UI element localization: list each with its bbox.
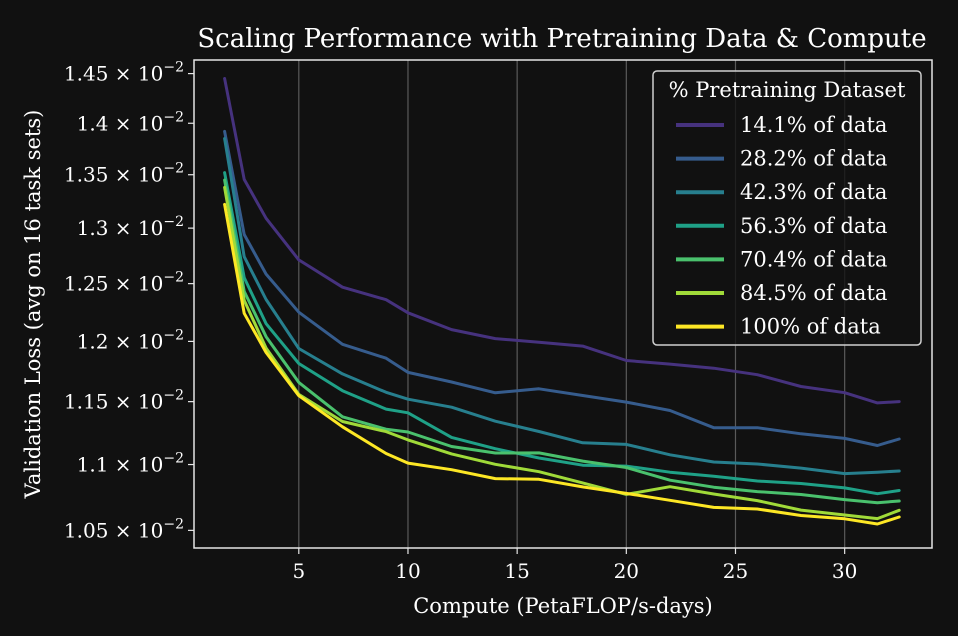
series-line [223,178,901,505]
series-group [223,77,901,526]
series-line [223,137,901,476]
legend: % Pretraining Dataset 14.1% of data 28.2%… [652,70,922,346]
series-line [223,129,901,447]
legend-label: 14.1% of data [740,113,887,137]
x-axis: 5 10 15 20 25 30 [292,548,857,583]
legend-label: 100% of data [740,315,881,339]
series-line [223,77,901,405]
x-tick-label: 15 [504,559,529,583]
y-tick-label: 1.2 × 10−2 [77,327,184,353]
legend-items: 14.1% of data 28.2% of data 42.3% of data 5… [676,113,887,339]
y-tick-label: 1.45 × 10−2 [64,60,184,86]
plot-frame [193,59,933,549]
y-tick-label: 1.35 × 10−2 [64,161,184,187]
y-tick-label: 1.1 × 10−2 [77,451,184,477]
y-tick-label: 1.15 × 10−2 [64,388,184,414]
series-line [223,171,901,496]
x-tick-label: 20 [614,559,639,583]
chart-title: Scaling Performance with Pretraining Dat… [197,24,926,54]
x-axis-label: Compute (PetaFLOP/s-days) [413,594,713,618]
y-axis: 1.05 × 10−2 1.1 × 10−2 1.15 × 10−2 1.2 × 10… [64,60,194,542]
x-tick-label: 10 [395,559,420,583]
x-tick-label: 25 [723,559,748,583]
x-tick-label: 30 [832,559,857,583]
y-tick-label: 1.4 × 10−2 [77,109,184,135]
series-line [223,202,901,526]
x-tick-label: 5 [292,559,305,583]
y-tick-label: 1.25 × 10−2 [64,270,184,296]
legend-label: 84.5% of data [740,281,887,305]
legend-label: 28.2% of data [740,147,887,171]
legend-label: 42.3% of data [740,180,887,204]
y-tick-label: 1.05 × 10−2 [64,516,184,542]
legend-box [652,70,922,346]
legend-title: % Pretraining Dataset [669,78,906,102]
y-axis-label: Validation Loss (avg on 16 task sets) [21,110,45,500]
y-tick-label: 1.3 × 10−2 [77,214,184,240]
legend-label: 70.4% of data [740,247,887,271]
legend-label: 56.3% of data [740,214,887,238]
